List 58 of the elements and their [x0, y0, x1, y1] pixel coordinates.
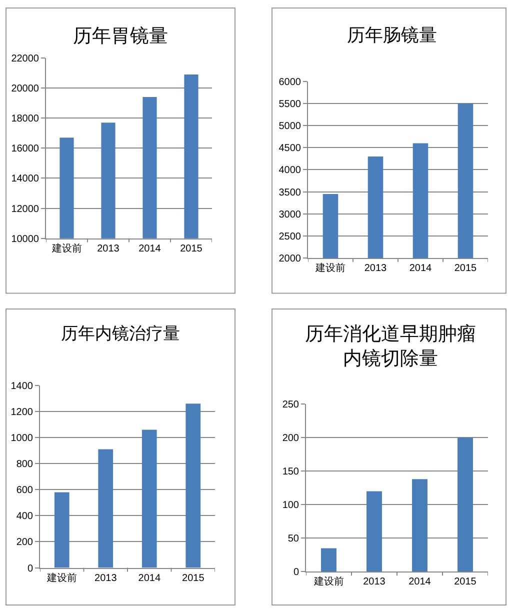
y-tick-label: 5000 [278, 121, 302, 132]
y-tick-label: 400 [16, 511, 34, 522]
y-tick-label: 16000 [11, 144, 40, 155]
y-tick-label: 150 [282, 466, 300, 478]
bar [142, 430, 157, 568]
y-tick-label: 0 [293, 567, 300, 578]
y-tick-label: 800 [16, 459, 34, 470]
bar [54, 492, 70, 568]
y-tick-label: 3500 [278, 187, 302, 198]
x-tick-label: 2015 [454, 576, 477, 588]
x-tick-label: 2014 [408, 576, 432, 588]
x-tick-label: 2015 [180, 243, 203, 254]
y-tick-label: 0 [27, 563, 34, 574]
x-tick-label: 2014 [138, 572, 161, 584]
y-tick-label: 250 [282, 400, 300, 411]
y-tick-label: 4500 [278, 143, 302, 154]
y-tick-label: 200 [282, 433, 300, 444]
y-tick-label: 600 [16, 485, 34, 496]
x-tick-label: 建设前 [314, 262, 346, 274]
x-tick-label: 建设前 [46, 572, 77, 584]
y-tick-label: 5500 [278, 99, 302, 110]
x-tick-label: 2013 [94, 572, 118, 584]
x-tick-label: 2013 [364, 262, 388, 274]
bar [186, 404, 201, 568]
y-tick-label: 1400 [10, 380, 34, 392]
chart-title: 历年肠镜量 [347, 25, 437, 46]
bar [321, 548, 336, 572]
y-tick-label: 2000 [278, 253, 302, 264]
bar [98, 449, 114, 568]
y-tick-label: 14000 [11, 174, 40, 185]
y-tick-label: 10000 [11, 234, 40, 245]
x-tick-label: 2015 [454, 262, 478, 274]
y-tick-label: 6000 [278, 76, 302, 88]
y-tick-label: 4000 [278, 165, 302, 176]
x-tick-label: 建设前 [50, 242, 82, 254]
chart-title: 历年胃镜量 [73, 25, 168, 47]
y-tick-label: 12000 [11, 204, 40, 215]
chart-title: 历年消化道早期肿瘤内镜切除量 [305, 323, 476, 370]
y-tick-label: 50 [288, 534, 300, 545]
y-tick-label: 20000 [11, 84, 40, 95]
x-tick-label: 2014 [409, 262, 432, 274]
bar [366, 491, 382, 572]
x-tick-label: 建设前 [312, 576, 344, 588]
bar [412, 479, 428, 572]
chart-title: 历年内镜治疗量 [61, 324, 180, 344]
y-tick-label: 200 [16, 537, 34, 548]
y-tick-label: 22000 [11, 53, 40, 64]
y-tick-label: 3000 [278, 209, 302, 220]
y-tick-label: 1000 [10, 433, 34, 444]
y-tick-label: 1200 [10, 406, 34, 418]
x-tick-label: 2015 [182, 572, 205, 584]
bar [458, 438, 473, 572]
y-tick-label: 18000 [11, 114, 40, 125]
y-tick-label: 100 [282, 500, 300, 512]
x-tick-label: 2013 [97, 243, 120, 254]
y-tick-label: 2500 [278, 231, 302, 242]
x-tick-label: 2013 [363, 576, 386, 588]
x-tick-label: 2014 [138, 243, 162, 254]
